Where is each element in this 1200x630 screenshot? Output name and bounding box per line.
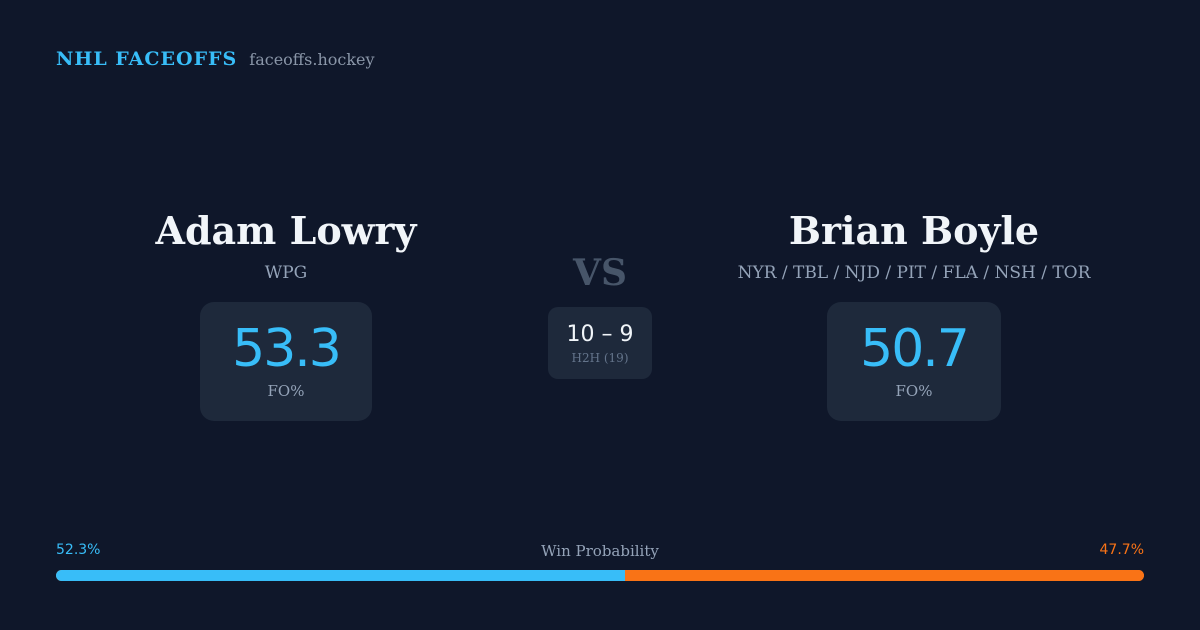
h2h-card: 10 – 9 H2H (19) [548,307,652,379]
h2h-label: H2H (19) [571,351,629,365]
win-probability-bar [56,570,1144,581]
player-right-fo-label: FO% [895,382,933,400]
win-probability-row: 52.3% Win Probability 47.7% [56,542,1144,562]
player-right: Brian Boyle NYR / TBL / NJD / PIT / FLA … [654,205,1174,421]
win-probability-left: 52.3% [56,542,101,558]
brand-title: NHL FACEOFFS [56,48,238,70]
player-left-team: WPG [264,263,308,283]
player-left-fo-value: 53.3 [232,319,342,379]
player-left-fo-card: 53.3 FO% [200,302,372,421]
win-probability-bar-left [56,570,626,581]
player-right-fo-value: 50.7 [860,319,970,379]
player-right-name: Brian Boyle [788,208,1040,253]
win-probability-title: Win Probability [541,542,659,560]
brand-site: faceoffs.hockey [249,50,375,69]
player-left-fo-label: FO% [267,382,305,400]
win-probability-right: 47.7% [1099,542,1144,558]
versus-label: VS [573,252,627,294]
h2h-score: 10 – 9 [566,322,634,347]
player-left-name: Adam Lowry [155,208,417,253]
player-right-team: NYR / TBL / NJD / PIT / FLA / NSH / TOR [737,263,1091,283]
brand-header: NHL FACEOFFS faceoffs.hockey [56,48,375,70]
player-right-fo-card: 50.7 FO% [827,302,1001,421]
win-probability-bar-right [625,570,1144,581]
player-left: Adam Lowry WPG 53.3 FO% [86,205,486,421]
